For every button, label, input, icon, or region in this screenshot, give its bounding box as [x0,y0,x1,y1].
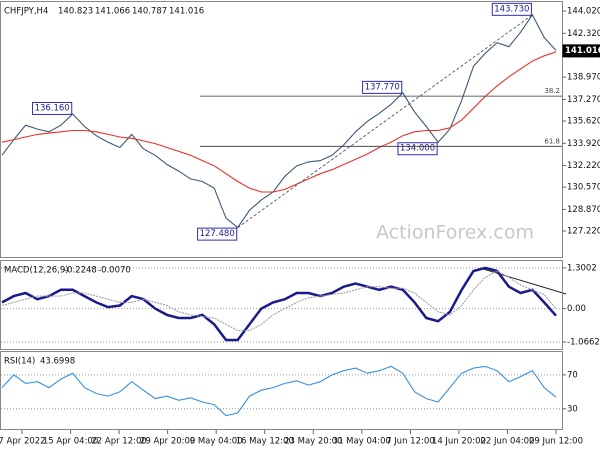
y-tick-label: 30 [567,404,578,414]
ohlc-readout: 141.066 [95,7,130,17]
ohlc-readout: 140.787 [132,7,167,17]
label-box [362,80,403,94]
price-label: 134.000 [400,144,435,154]
series-line [1,13,557,229]
x-tick-label: 16 May 12:00 [236,437,294,447]
label-box [32,101,73,115]
x-tick-label: 22 Jun 04:00 [480,437,534,447]
fib-label: 61.8 [544,137,560,145]
panel-title: RSI(14) [4,357,35,367]
y-tick-label: 132.220 [567,161,600,171]
x-tick-label: 31 May 04:00 [333,437,391,447]
y-tick-label: 128.870 [567,205,600,215]
fib-label: 38.2 [544,87,560,95]
fib-trend-line [237,14,533,228]
x-tick-label: 29 Apr 20:00 [140,437,195,447]
y-tick-label: 144.020 [567,7,600,17]
series-line [1,266,557,342]
y-tick-label: 127.220 [567,227,600,237]
price-label: 136.160 [35,103,70,113]
label-box [562,44,600,58]
y-tick-label: 138.970 [567,73,600,83]
x-tick-label: 29 Jun 12:00 [529,437,583,447]
price-label: 127.480 [200,229,235,239]
x-tick-label: 9 May 04:00 [190,437,243,447]
macd-readout: -0.2248 [64,266,97,276]
y-tick-label: 0.00 [567,304,586,314]
x-tick-label: 7 Apr 2022 [0,437,46,447]
price-label: 137.770 [365,82,400,92]
signal-readout: -0.0070 [98,266,131,276]
series-line [1,51,557,193]
y-tick-label: 135.620 [567,117,600,127]
y-tick-label: 137.270 [567,95,600,105]
current-price-label: 141.016 [565,46,600,56]
panel-title: MACD(12,26,9) [4,266,69,276]
panel-title: CHFJPY,H4 [4,7,48,17]
panel-frame [0,260,563,350]
label-box [197,227,238,241]
panel-frame [0,351,563,430]
x-tick-label: 23 May 20:00 [284,437,342,447]
rsi-readout: 43.6998 [40,357,75,367]
series-line [1,365,557,417]
price-label: 143.730 [494,4,529,14]
x-tick-label: 15 Apr 04:00 [43,437,98,447]
label-box [491,2,532,16]
y-tick-label: -1.0662 [567,338,600,348]
y-tick-label: 133.920 [567,139,600,149]
x-tick-label: 14 Jun 20:00 [432,437,486,447]
y-tick-label: 1.3002 [567,263,597,273]
y-tick-label: 142.320 [567,29,600,39]
y-tick-label: 70 [567,370,578,380]
label-box [397,142,438,156]
series-line [1,270,557,332]
ohlc-readout: 140.823 [58,7,93,17]
y-tick-label: 130.570 [567,183,600,193]
x-tick-label: 22 Apr 12:00 [91,437,146,447]
panel-frame [0,1,563,258]
x-tick-label: 7 Jun 12:00 [386,437,435,447]
ohlc-readout: 141.016 [169,7,204,17]
watermark: ActionForex.com [376,222,534,244]
